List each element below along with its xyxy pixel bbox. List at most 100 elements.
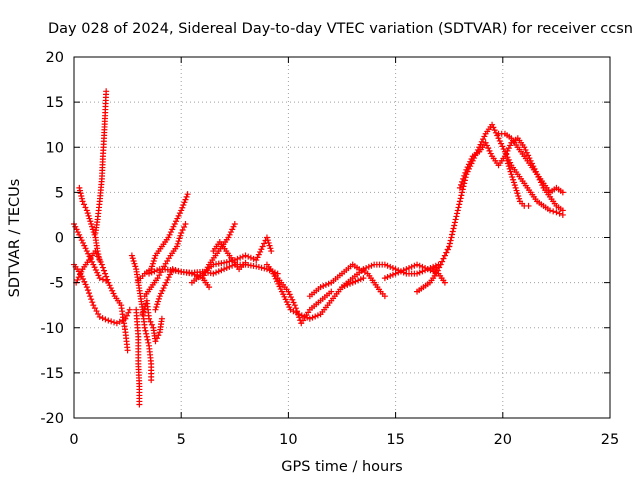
data-point [309, 314, 316, 321]
data-point [165, 234, 172, 241]
data-point [159, 287, 166, 294]
data-point [231, 220, 238, 227]
data-point [88, 296, 95, 303]
data-point [82, 245, 89, 252]
data-point [411, 262, 418, 269]
data-point [444, 246, 451, 253]
data-point [94, 269, 101, 276]
data-point [258, 246, 265, 253]
data-points [71, 88, 566, 408]
data-point [506, 165, 513, 172]
data-point [437, 261, 444, 268]
data-point [177, 232, 184, 239]
data-point [381, 293, 388, 300]
data-point [80, 276, 87, 283]
x-tick-label: 20 [494, 432, 512, 448]
data-point [546, 207, 553, 214]
data-point [247, 254, 254, 261]
data-point [510, 176, 517, 183]
data-point [136, 401, 143, 408]
data-point [511, 182, 518, 189]
data-point [170, 223, 177, 230]
y-tick-label: 10 [46, 140, 64, 156]
data-point [482, 139, 489, 146]
data-point [173, 218, 180, 225]
data-point [424, 266, 431, 273]
data-point [456, 184, 463, 191]
data-point [83, 248, 90, 255]
series-arc-24 [495, 130, 566, 196]
data-point [77, 187, 84, 194]
y-tick-labels: -20 -15 -10 -5 0 5 10 15 20 [40, 50, 64, 427]
data-point [87, 256, 94, 263]
data-point [487, 150, 494, 157]
data-point [126, 306, 133, 313]
data-point [111, 319, 118, 326]
data-point [449, 231, 456, 238]
data-point [91, 264, 98, 271]
data-point [258, 264, 265, 271]
data-point [414, 261, 421, 268]
data-point [462, 169, 469, 176]
grid [74, 57, 610, 418]
data-point [416, 262, 423, 269]
data-point [553, 209, 560, 216]
data-point [161, 282, 168, 289]
data-point [174, 240, 181, 247]
data-point [389, 264, 396, 271]
data-point [441, 252, 448, 259]
data-point [164, 276, 171, 283]
data-point [181, 199, 188, 206]
data-point [95, 251, 102, 258]
data-point [261, 240, 268, 247]
data-point [78, 195, 85, 202]
data-point [81, 242, 88, 249]
data-point [106, 282, 113, 289]
data-point [505, 145, 512, 152]
data-point [101, 267, 108, 274]
data-point [242, 252, 249, 259]
data-point [165, 274, 172, 281]
data-point [176, 210, 183, 217]
data-point [210, 270, 217, 277]
series-arc-25 [504, 157, 532, 209]
data-point [229, 226, 236, 233]
data-point [225, 234, 232, 241]
data-point [406, 264, 412, 271]
data-point [253, 257, 260, 264]
data-point [169, 226, 176, 233]
data-point [183, 193, 190, 200]
data-point [226, 231, 233, 238]
data-point [83, 207, 90, 214]
data-point [145, 339, 152, 346]
data-point [72, 223, 79, 230]
series-arc-3 [71, 220, 110, 284]
data-point [158, 315, 165, 322]
data-point [178, 207, 185, 214]
y-axis-label: SDTVAR / TECUs [7, 179, 23, 298]
data-point [176, 235, 183, 242]
data-point [556, 210, 563, 217]
data-point [363, 264, 370, 271]
data-point [81, 201, 88, 208]
data-point [298, 312, 305, 319]
data-point [499, 143, 506, 150]
data-point [143, 333, 150, 340]
data-point [171, 220, 178, 227]
data-point [96, 257, 103, 264]
data-point [314, 312, 321, 319]
data-point [182, 220, 189, 227]
data-point [179, 226, 186, 233]
chart-title: Day 028 of 2024, Sidereal Day-to-day VTE… [48, 21, 633, 37]
data-point [381, 261, 388, 268]
y-tick-label: 0 [55, 231, 64, 247]
data-point [226, 258, 233, 265]
data-point [132, 263, 139, 270]
data-point [550, 208, 557, 215]
data-point [160, 285, 167, 292]
data-point [454, 210, 461, 217]
data-point [559, 207, 566, 214]
data-point [105, 317, 112, 324]
data-point [263, 234, 270, 241]
data-point [148, 269, 155, 276]
